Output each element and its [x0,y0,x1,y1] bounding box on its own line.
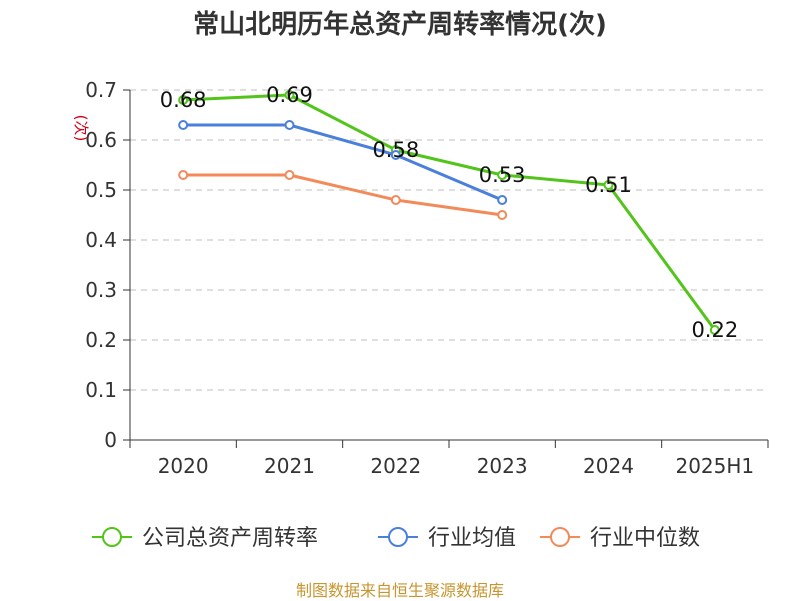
data-label: 0.51 [585,173,632,197]
data-point [709,325,720,335]
data-point [178,120,189,130]
x-tick-label: 2021 [264,454,315,478]
data-point [390,195,401,205]
y-tick-label: 0.5 [85,178,117,202]
x-tick-label: 2025H1 [675,454,754,478]
legend-label-0: 公司总资产周转率 [142,526,318,551]
data-point [497,170,508,180]
data-point [497,210,508,220]
legend-marker-0 [102,527,122,547]
y-tick-label: 0.6 [85,128,117,152]
data-point [284,90,295,100]
data-point [284,120,295,130]
y-tick-label: 0.2 [85,328,117,352]
x-tick-label: 2024 [583,454,634,478]
y-tick-label: 0 [104,428,117,452]
y-tick-label: 0.4 [85,228,117,252]
x-tick-label: 2020 [158,454,209,478]
data-point [178,170,189,180]
y-tick-label: 0.1 [85,378,117,402]
data-point [390,150,401,160]
legend-marker-2 [550,527,570,547]
x-tick-label: 2022 [370,454,421,478]
y-tick-label: 0.7 [85,78,117,102]
legend: 公司总资产周转率 行业均值 行业中位数 [92,526,700,551]
data-label: 0.53 [479,163,526,187]
y-axis-label: (次) [72,115,90,142]
source-note: 制图数据来自恒生聚源数据库 [295,581,504,600]
chart-title: 常山北明历年总资产周转率情况(次) [193,10,607,40]
series-line-2 [183,173,503,217]
data-point [603,180,614,190]
data-label: 0.68 [160,88,207,112]
legend-label-2: 行业中位数 [590,526,700,551]
axes: 0 0.1 0.2 0.3 0.4 0.5 0.6 0.7 (次) 2020 2021 2022 202… [72,78,769,478]
y-tick-label: 0.3 [85,278,117,302]
data-label: 0.69 [266,83,313,107]
data-point [284,170,295,180]
data-label: 0.22 [691,318,738,342]
series-lines [178,90,720,335]
data-point [178,95,189,105]
legend-label-1: 行业均值 [428,526,516,551]
series-line-0 [183,93,717,331]
grid-lines [130,89,768,391]
series-line-1 [183,123,503,202]
data-point [497,195,508,205]
data-labels: 0.68 0.69 0.58 0.53 0.51 0.22 [160,83,738,342]
data-label: 0.58 [372,138,419,162]
legend-marker-1 [388,527,408,547]
x-tick-label: 2023 [477,454,528,478]
